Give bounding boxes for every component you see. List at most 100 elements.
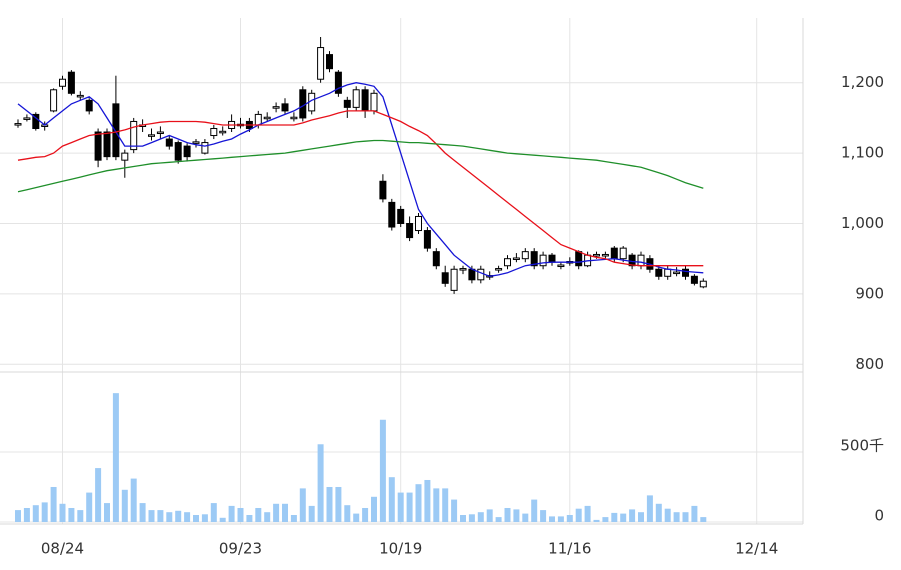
candle-body [468, 268, 476, 281]
volume-bar [59, 503, 66, 522]
volume-bar [540, 510, 547, 522]
candle-body [370, 92, 378, 112]
volume-bar [682, 512, 689, 522]
volume-bar [41, 502, 48, 522]
volume-bar [486, 509, 493, 522]
y-tick-label: 1,200 [841, 73, 884, 91]
volume-bar [575, 508, 582, 522]
volume-bar [15, 510, 21, 522]
candle-body [477, 268, 485, 281]
volume-bar [495, 517, 502, 522]
candle-body [76, 94, 84, 98]
volume-bar [23, 507, 30, 522]
candle-body [699, 280, 707, 288]
volume-bar [121, 489, 128, 522]
volume-bar [442, 488, 449, 522]
candle-body [326, 54, 333, 70]
volume-bar [282, 503, 288, 522]
volume-bar [130, 478, 137, 522]
candle-body [32, 113, 40, 129]
volume-bar [273, 503, 280, 522]
candle-body [334, 71, 342, 94]
candle-body [388, 201, 396, 228]
volume-bar [317, 444, 324, 522]
candle-body [201, 142, 209, 154]
x-tick-label: 08/24 [41, 540, 84, 558]
volume-bar [557, 516, 564, 522]
volume-bar [388, 477, 395, 522]
volume-bar [584, 505, 591, 522]
volume-bar [32, 505, 39, 522]
candle-body [219, 130, 227, 134]
candle-body [575, 251, 583, 267]
moving-average-line [17, 82, 704, 277]
candle-body [263, 116, 271, 120]
candle-body [50, 89, 58, 112]
volume-bar [68, 507, 75, 522]
candle-body [432, 251, 440, 267]
volume-bar [344, 505, 351, 522]
volume-bar [566, 514, 573, 522]
volume-bar [513, 509, 520, 522]
volume-bar [308, 505, 315, 522]
candle-body [557, 264, 565, 268]
candle-body [450, 268, 458, 291]
candle-body [59, 78, 66, 87]
volume-bar [406, 492, 413, 522]
moving-average-line [17, 110, 704, 267]
volume-bar [353, 513, 360, 522]
volume-bar [522, 513, 529, 522]
volume-bar [611, 512, 618, 522]
candle-body [655, 268, 663, 277]
volume-bar [504, 507, 511, 522]
volume-bar [184, 512, 191, 522]
volume-bar [379, 419, 386, 522]
candle-body [112, 103, 120, 158]
volume-bar [255, 507, 262, 522]
volume-bar [193, 514, 199, 522]
volume-bar [602, 517, 609, 522]
candle-body [397, 208, 405, 225]
volume-bar [219, 517, 226, 522]
candle-body [290, 116, 298, 120]
candle-body [637, 254, 645, 267]
volume-bar [468, 514, 475, 522]
volume-bar [112, 393, 119, 522]
candle-body [406, 223, 414, 239]
volume-bar [531, 499, 538, 522]
candle-body [441, 272, 449, 284]
y-tick-label: 0 [874, 507, 884, 525]
candle-body [121, 152, 129, 161]
labels: 800 900 1,000 1,100 1,200 0 500千 08/24 09/23 10/1… [41, 73, 884, 557]
candle-body [548, 254, 556, 263]
volume-bar [415, 484, 422, 522]
volume-bar [433, 488, 440, 522]
candle-body [539, 254, 547, 267]
candle-body [183, 145, 191, 158]
volume-bar [460, 514, 466, 522]
volume-bar [237, 507, 244, 522]
candle-body [495, 268, 503, 271]
volume-bar [691, 505, 698, 522]
candle-body [361, 89, 369, 112]
candle-body [690, 275, 698, 284]
volume-bar [549, 516, 555, 522]
candle-body [530, 251, 538, 267]
candle-body [299, 89, 307, 119]
candle-body [415, 215, 422, 232]
candle-body [130, 120, 138, 151]
candle-body [352, 89, 360, 108]
volume-bar [700, 517, 707, 522]
marks [14, 37, 707, 522]
volume-bar [371, 496, 377, 522]
volume-bar [166, 512, 173, 522]
volume-bar [620, 513, 627, 522]
volume-bar [139, 503, 146, 522]
candle-body [512, 257, 520, 260]
volume-bar [210, 503, 217, 522]
candle-body [521, 251, 529, 260]
volume-bar [175, 510, 182, 522]
volume-bar [673, 512, 680, 522]
volume-bar [104, 503, 110, 522]
